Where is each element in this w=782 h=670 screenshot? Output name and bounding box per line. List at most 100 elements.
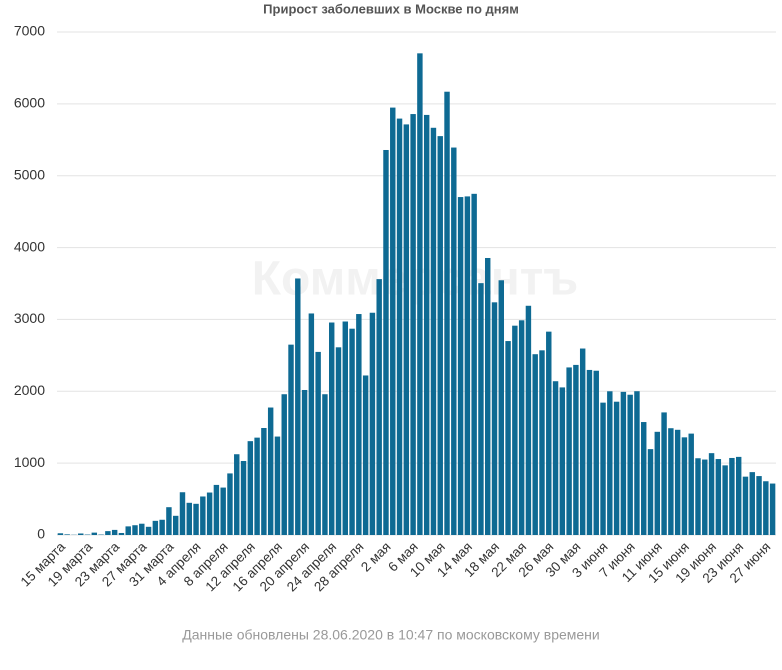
bar	[647, 449, 654, 535]
bar	[613, 401, 620, 535]
bar	[769, 483, 776, 535]
bar	[485, 257, 491, 535]
bar	[722, 465, 728, 535]
bar	[654, 431, 661, 535]
bar	[620, 391, 627, 535]
bar	[627, 394, 633, 535]
bar	[356, 314, 362, 535]
y-tick-label: 2000	[14, 382, 45, 398]
bar	[179, 492, 186, 535]
bar	[641, 422, 647, 535]
bar	[763, 481, 769, 535]
bar	[383, 149, 389, 535]
bar	[688, 433, 694, 535]
bar	[702, 459, 708, 535]
bar	[491, 302, 498, 535]
bar	[362, 375, 369, 535]
bar	[267, 407, 274, 535]
bar	[451, 147, 457, 536]
bar	[674, 429, 681, 535]
bar	[668, 428, 674, 535]
bar	[301, 389, 308, 535]
y-tick-label: 7000	[14, 23, 45, 39]
bar	[111, 529, 118, 535]
bar	[261, 428, 267, 535]
bar	[525, 305, 532, 535]
bar	[145, 526, 152, 535]
bar	[390, 107, 396, 535]
bar	[396, 118, 403, 535]
bar	[532, 354, 538, 535]
bar	[410, 114, 416, 536]
bar	[200, 496, 206, 535]
chart-title: Прирост заболевших в Москве по дням	[263, 1, 519, 16]
bar	[634, 391, 640, 535]
bar	[227, 473, 233, 535]
bar	[118, 532, 125, 535]
y-tick-label: 0	[37, 526, 45, 542]
bar	[708, 453, 715, 535]
bar	[559, 387, 566, 535]
bar	[586, 369, 593, 535]
bar	[423, 114, 430, 535]
bar	[64, 534, 70, 535]
bar	[152, 520, 159, 535]
bar	[464, 196, 471, 535]
x-tick-label: 2 мая	[358, 539, 394, 575]
bar	[342, 321, 348, 535]
bar	[315, 351, 321, 535]
bar	[607, 391, 613, 535]
bar	[132, 525, 138, 535]
y-tick-label: 6000	[14, 95, 45, 111]
bar	[159, 519, 165, 535]
bar	[125, 526, 131, 535]
y-tick-label: 4000	[14, 238, 45, 254]
bar	[240, 460, 247, 535]
bar	[166, 507, 172, 535]
bar	[186, 502, 192, 535]
bar	[457, 197, 464, 536]
bar	[600, 402, 606, 535]
bar	[661, 412, 667, 535]
bar	[193, 503, 199, 535]
bar	[78, 533, 84, 535]
bar	[322, 394, 328, 535]
bar	[478, 283, 484, 535]
bar	[417, 53, 423, 535]
bar	[498, 280, 505, 535]
bar	[579, 348, 586, 535]
bar	[518, 320, 525, 535]
bar	[735, 456, 742, 535]
bar	[430, 127, 437, 535]
bar	[742, 476, 749, 535]
bar	[335, 347, 342, 535]
bar	[539, 350, 545, 535]
bar	[729, 457, 735, 535]
y-tick-label: 1000	[14, 454, 45, 470]
bar	[91, 532, 98, 535]
bar	[546, 331, 552, 535]
bar	[552, 381, 559, 535]
bar	[105, 531, 111, 535]
bar	[593, 370, 599, 535]
bar	[573, 364, 579, 535]
bar	[566, 367, 572, 535]
bar	[695, 458, 701, 535]
bar	[376, 279, 382, 535]
bar	[274, 436, 281, 535]
bar	[139, 523, 145, 535]
bar	[247, 441, 254, 535]
bar	[403, 124, 410, 535]
bar	[57, 533, 64, 535]
bar	[749, 472, 755, 535]
footnote: Данные обновлены 28.06.2020 в 10:47 по м…	[182, 627, 599, 643]
bar	[206, 492, 213, 535]
bar	[437, 136, 443, 535]
bar	[756, 476, 762, 535]
bar	[349, 328, 355, 535]
bar	[369, 312, 376, 535]
bar	[254, 437, 260, 535]
bar	[172, 515, 179, 535]
bar	[308, 313, 315, 535]
